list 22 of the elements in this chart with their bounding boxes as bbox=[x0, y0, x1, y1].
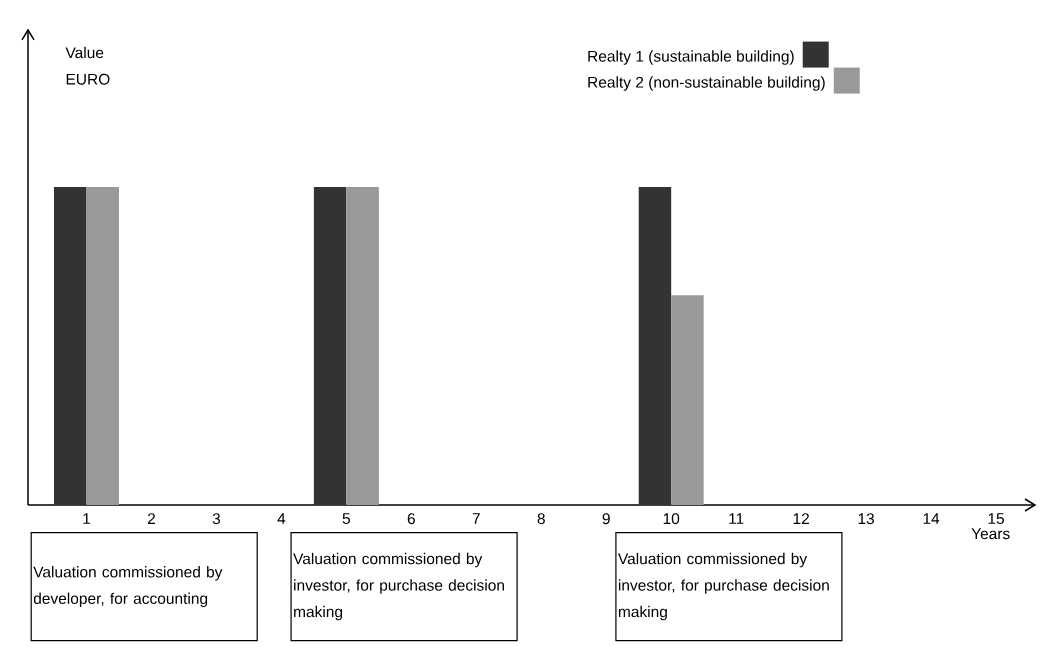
text: Value EURO bbox=[65, 46, 110, 85]
x-tick-label: 6 bbox=[407, 513, 415, 525]
text: Valuation commissioned by investor, for purchase decision making bbox=[293, 552, 504, 621]
x-tick-label: 13 bbox=[858, 513, 875, 525]
text: Valuation commissioned by investor, for purchase decision making bbox=[617, 552, 829, 621]
x-tick-label: 5 bbox=[342, 513, 351, 525]
x-tick-label: 2 bbox=[147, 513, 155, 525]
legend-label: Realty 2 (non-sustainable building) bbox=[588, 76, 825, 91]
legend-label: Realty 1 (sustainable building) bbox=[588, 50, 794, 65]
x-tick-label: 12 bbox=[793, 513, 809, 525]
x-tick-label: 4 bbox=[277, 513, 286, 524]
x-tick-label: 14 bbox=[923, 513, 940, 524]
x-axis-title: Years bbox=[971, 528, 1010, 540]
x-tick-label: 7 bbox=[472, 513, 480, 524]
x-tick-label: 9 bbox=[602, 513, 610, 525]
x-tick-label: 15 bbox=[988, 513, 1004, 525]
x-tick-label: 11 bbox=[729, 513, 744, 524]
x-tick-label: 3 bbox=[212, 513, 221, 525]
x-tick-label: 10 bbox=[663, 513, 680, 525]
text: Valuation commissioned by developer, for accounting bbox=[33, 566, 223, 608]
x-tick-label: 1 bbox=[83, 513, 91, 524]
x-tick-label: 8 bbox=[537, 513, 545, 525]
